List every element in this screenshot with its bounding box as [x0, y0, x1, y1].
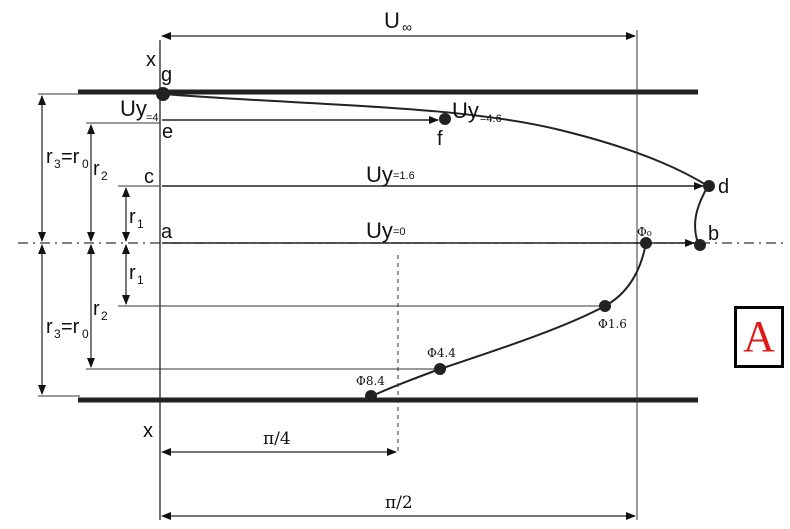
point-phi84: [365, 390, 377, 402]
a-label: a: [161, 221, 173, 243]
uy-c-subscript: =1.6: [393, 170, 415, 182]
r3-top-eq: =r: [61, 146, 80, 168]
point-phi0: [640, 237, 652, 249]
pi-half-label: π/2: [385, 493, 413, 513]
point-d: [703, 180, 715, 192]
r3-bot-subscript0: 0: [82, 327, 89, 341]
r3-top-subscript: 3: [54, 157, 61, 171]
r3-bot-label: r: [46, 316, 53, 338]
phi84-label: Φ8.4: [356, 374, 385, 388]
r2-top-subscript: 2: [101, 169, 108, 183]
u-inf-label: U: [384, 8, 400, 33]
figure-badge: A: [734, 306, 784, 368]
r1-bot-subscript: 1: [137, 273, 144, 287]
pi-quarter-label: π/4: [263, 429, 291, 449]
r3-bot-eq: =r: [61, 316, 80, 338]
b-label: b: [708, 223, 719, 245]
g-label: g: [161, 64, 172, 86]
point-b: [694, 239, 706, 251]
uy-top-label: Uy: [120, 96, 147, 121]
u-inf-subscript: ∞: [402, 19, 412, 35]
d-label: d: [718, 176, 729, 198]
r2-top-label: r: [93, 158, 100, 180]
point-f: [439, 113, 451, 125]
r2-bot-label: r: [93, 298, 100, 320]
r1-top-subscript: 1: [137, 217, 144, 231]
uy-top-subscript: =4: [146, 112, 159, 124]
x-top-label: x: [146, 49, 156, 71]
r1-top-label: r: [129, 206, 136, 228]
phi44-label: Φ4.4: [427, 346, 456, 360]
uy-f-label: Uy: [452, 98, 479, 123]
profile-curve-upper: [162, 93, 710, 244]
point-phi16: [599, 300, 611, 312]
phi0-label: Φ₀: [637, 225, 652, 239]
e-label: e: [162, 121, 173, 143]
uy-f-subscript: =4.6: [480, 113, 502, 125]
c-label: c: [144, 166, 154, 188]
uy-c-label: Uy: [366, 162, 393, 187]
r2-bot-subscript: 2: [101, 309, 108, 323]
x-bottom-label: x: [143, 420, 153, 442]
r3-bot-subscript: 3: [54, 327, 61, 341]
phi16-label: Φ1.6: [598, 317, 627, 331]
phase-curve-lower: [371, 242, 647, 397]
r3-top-subscript0: 0: [82, 157, 89, 171]
uy-a-label: Uy: [366, 218, 393, 243]
r1-bot-label: r: [129, 262, 136, 284]
f-label: f: [437, 128, 443, 150]
uy-a-subscript: =0: [393, 226, 406, 238]
point-phi44: [434, 363, 446, 375]
r3-top-label: r: [46, 146, 53, 168]
point-g: [156, 87, 170, 101]
